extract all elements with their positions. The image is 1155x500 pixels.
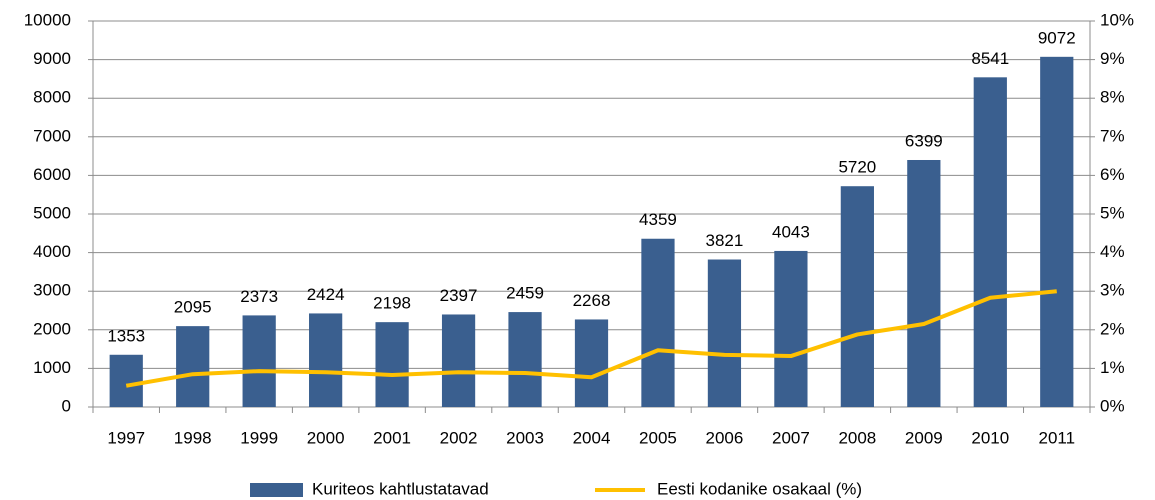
x-tick-label: 2000 [307, 428, 345, 447]
x-tick-label: 2011 [1038, 428, 1075, 447]
y-tick-label: 4000 [33, 242, 71, 261]
bar [242, 315, 276, 407]
bar [707, 259, 742, 407]
y-tick-label: 2000 [33, 319, 71, 338]
data-label: 6399 [905, 131, 943, 150]
y-tick-label: 9000 [33, 49, 71, 68]
bar [109, 354, 143, 407]
y2-tick-label: 9% [1100, 49, 1125, 68]
x-tick-label: 2006 [706, 428, 744, 447]
data-label: 5720 [838, 158, 876, 177]
data-label: 9072 [1038, 28, 1076, 47]
x-tick-label: 2009 [905, 428, 943, 447]
bar [574, 319, 609, 407]
y-tick-label: 5000 [33, 203, 71, 222]
y2-tick-label: 2% [1100, 319, 1125, 338]
y2-tick-label: 3% [1100, 281, 1125, 300]
y-tick-label: 8000 [33, 88, 71, 107]
x-tick-label: 2003 [506, 428, 544, 447]
data-label: 4043 [772, 222, 810, 241]
bar [309, 313, 343, 407]
x-tick-label: 1997 [107, 428, 145, 447]
data-label: 3821 [706, 231, 744, 250]
bar [1040, 56, 1074, 407]
bar [774, 250, 808, 407]
data-label: 8541 [971, 49, 1009, 68]
bar [840, 186, 874, 407]
y-tick-label: 3000 [33, 281, 71, 300]
bar [375, 322, 409, 407]
x-tick-label: 2001 [373, 428, 411, 447]
data-label: 2268 [573, 291, 611, 310]
bar [441, 314, 476, 407]
x-tick-label: 2010 [971, 428, 1009, 447]
legend-swatch [250, 483, 303, 497]
y2-tick-label: 0% [1100, 396, 1125, 415]
y2-tick-label: 10% [1100, 10, 1134, 29]
y2-tick-label: 6% [1100, 165, 1125, 184]
x-tick-label: 2008 [838, 428, 876, 447]
y-tick-label: 10000 [24, 10, 71, 29]
x-tick-label: 2002 [440, 428, 478, 447]
y2-tick-label: 5% [1100, 203, 1125, 222]
data-label: 2459 [506, 284, 544, 303]
y-tick-label: 7000 [33, 126, 71, 145]
x-tick-label: 2005 [639, 428, 677, 447]
y-tick-label: 6000 [33, 165, 71, 184]
x-tick-label: 1999 [240, 428, 278, 447]
y2-tick-label: 4% [1100, 242, 1125, 261]
data-label: 2397 [440, 286, 478, 305]
bar [641, 238, 675, 407]
bar [508, 312, 542, 407]
y-tick-label: 1000 [33, 358, 71, 377]
x-tick-label: 2007 [772, 428, 810, 447]
data-label: 2095 [174, 298, 212, 317]
bar [973, 77, 1007, 408]
data-label: 2198 [373, 294, 411, 313]
data-label: 4359 [639, 210, 677, 229]
data-label: 2424 [307, 285, 345, 304]
bar [176, 326, 210, 407]
x-tick-label: 1998 [174, 428, 212, 447]
bar [907, 159, 941, 407]
data-label: 1353 [107, 326, 145, 345]
y2-tick-label: 1% [1100, 358, 1125, 377]
line [125, 289, 1057, 388]
y-tick-label: 0 [62, 396, 71, 415]
legend-label: Eesti kodanike osakaal (%) [657, 479, 862, 498]
legend-label: Kuriteos kahtlustatavad [312, 479, 489, 498]
data-label: 2373 [240, 287, 278, 306]
y2-tick-label: 8% [1100, 88, 1125, 107]
y2-tick-label: 7% [1100, 126, 1125, 145]
x-tick-label: 2004 [573, 428, 611, 447]
